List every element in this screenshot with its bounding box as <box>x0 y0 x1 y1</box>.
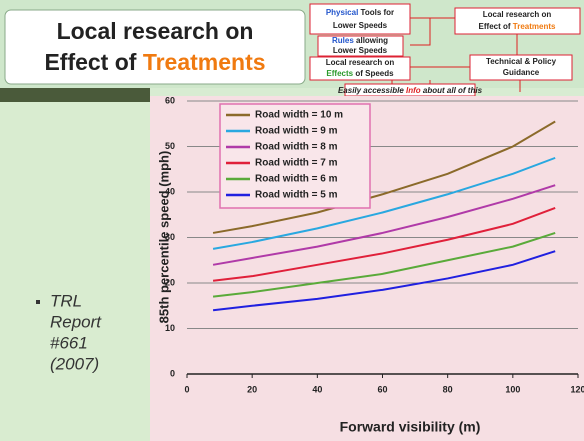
title: Effect of Treatments <box>44 49 265 75</box>
box-text: Effect of Treatments <box>479 22 556 31</box>
box-text: Guidance <box>503 68 540 77</box>
bullet-line: #661 <box>50 333 88 352</box>
box-text: Effects of Speeds <box>326 69 394 78</box>
x-tick-label: 60 <box>377 384 387 394</box>
box-text: Local research on <box>326 58 395 67</box>
bullet-line: TRL <box>50 291 82 310</box>
y-tick-label: 50 <box>165 141 175 151</box>
x-tick-label: 40 <box>312 384 322 394</box>
y-tick-label: 60 <box>165 95 175 105</box>
x-tick-label: 80 <box>443 384 453 394</box>
photo-strip <box>0 88 150 102</box>
y-tick-label: 0 <box>170 368 175 378</box>
bullet-line: Report <box>50 312 102 331</box>
box-text: Lower Speeds <box>333 21 388 30</box>
box-text: Local research on <box>483 10 552 19</box>
bullet-line: (2007) <box>50 354 99 373</box>
legend-label: Road width = 8 m <box>255 142 338 153</box>
x-tick-label: 100 <box>505 384 520 394</box>
legend-label: Road width = 9 m <box>255 126 338 137</box>
x-tick-label: 20 <box>247 384 257 394</box>
x-tick-label: 120 <box>570 384 584 394</box>
title: Local research on <box>57 18 254 44</box>
box-text: Rules allowing <box>332 36 388 45</box>
legend-label: Road width = 7 m <box>255 158 338 169</box>
box-text: Easily accessible Info about all of this <box>338 86 483 95</box>
slide: Local research on Effect of Treatments P… <box>0 0 584 441</box>
y-tick-label: 40 <box>165 186 175 196</box>
x-axis-label: Forward visibility (m) <box>340 419 481 435</box>
y-tick-label: 10 <box>165 323 175 333</box>
box-text: Physical Tools for <box>326 8 394 17</box>
bullet <box>36 300 40 304</box>
y-tick-label: 20 <box>165 277 175 287</box>
box-text: Technical & Policy <box>486 57 557 66</box>
legend-label: Road width = 6 m <box>255 174 338 185</box>
left-panel <box>0 102 150 441</box>
legend-label: Road width = 5 m <box>255 190 338 201</box>
y-tick-label: 30 <box>165 232 175 242</box>
x-tick-label: 0 <box>184 384 189 394</box>
legend-label: Road width = 10 m <box>255 110 343 121</box>
box-text: Lower Speeds <box>333 46 388 55</box>
